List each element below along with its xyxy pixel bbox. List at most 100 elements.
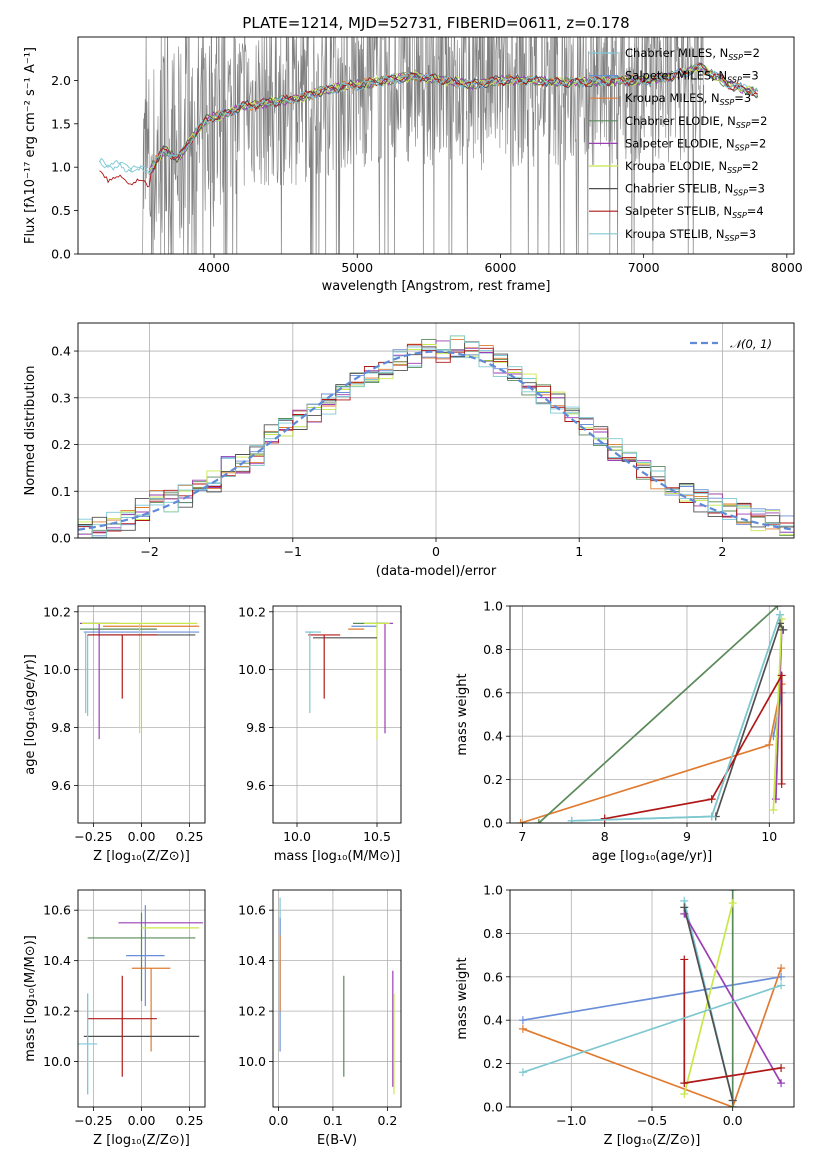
plot-area bbox=[78, 335, 794, 538]
x-tick-label: 0.00 bbox=[128, 829, 156, 844]
y-tick-label: 0.0 bbox=[51, 531, 71, 546]
legend-subscript: SSP bbox=[733, 189, 748, 198]
y-tick-label: 0.1 bbox=[51, 484, 71, 499]
weight-line bbox=[538, 606, 779, 823]
chart-panels: 4000 5000 6000 7000 8000 0.0 0.5 1.0 1.5 2.0 wavel… bbox=[23, 36, 803, 1148]
x-tick-label: 0.2 bbox=[377, 1113, 397, 1128]
weight-marker bbox=[518, 1024, 527, 1033]
y-tick-label: 9.6 bbox=[51, 778, 71, 793]
legend-text: Salpeter STELIB, N bbox=[625, 204, 732, 218]
weight-marker bbox=[600, 814, 609, 823]
plot-area bbox=[99, 37, 759, 254]
weight-marker bbox=[518, 1016, 527, 1025]
y-tick-label: 0.5 bbox=[51, 203, 71, 218]
data-spectrum-line bbox=[142, 37, 705, 254]
panel-weight-vs-Z: −1.0 −0.5 0.0 0.0 0.2 0.4 0.6 0.8 1.0 Z [log₁₀(Z/… bbox=[455, 883, 795, 1148]
y-axis-label: Normed distribution bbox=[23, 366, 38, 496]
legend-text: Salpeter MILES, N bbox=[625, 69, 727, 83]
x-tick-label: 0.1 bbox=[323, 1113, 343, 1128]
normal-curve bbox=[78, 350, 794, 531]
weight-marker bbox=[728, 899, 737, 908]
x-tick-label: −0.25 bbox=[74, 1113, 112, 1128]
weight-marker bbox=[707, 812, 716, 821]
x-tick-label: 6000 bbox=[485, 260, 517, 275]
y-axis-label: Flux [fλ10⁻¹⁷ erg cm⁻² s⁻¹ A⁻¹] bbox=[23, 47, 38, 244]
weight-line bbox=[520, 683, 783, 823]
legend-entry: Salpeter MILES, NSSP=3 bbox=[625, 69, 759, 85]
y-tick-label: 10.4 bbox=[43, 953, 71, 968]
y-tick-label: 0.6 bbox=[483, 969, 503, 984]
x-axis-label: wavelength [Angstrom, rest frame] bbox=[322, 279, 551, 294]
panel-mass-vs-Z: −0.25 0.00 0.25 10.0 10.2 10.4 10.6 Z [log₁₀(Z/… bbox=[23, 889, 206, 1148]
axes-frame bbox=[77, 322, 795, 539]
y-tick-label: 1.0 bbox=[483, 599, 503, 614]
x-tick-label: 8 bbox=[601, 829, 609, 844]
y-tick-label: 1.0 bbox=[51, 160, 71, 175]
legend-entry: Salpeter ELODIE, NSSP=2 bbox=[625, 136, 766, 152]
weight-line bbox=[683, 913, 782, 1084]
y-tick-label: 0.0 bbox=[483, 1100, 503, 1115]
axes-frame bbox=[509, 605, 795, 824]
panel-age-vs-Z: −0.25 0.00 0.25 9.6 9.8 10.0 10.2 Z [log₁₀(Z/Z⊙… bbox=[23, 604, 206, 864]
y-axis-label: age [log₁₀(age/yr)] bbox=[23, 654, 38, 775]
weight-marker bbox=[707, 795, 716, 804]
x-tick-label: −0.25 bbox=[74, 829, 112, 844]
x-tick-label: 10.0 bbox=[283, 829, 311, 844]
weight-marker bbox=[518, 1068, 527, 1077]
y-tick-label: 0.0 bbox=[51, 247, 71, 262]
legend-subscript: SSP bbox=[736, 121, 751, 130]
x-tick-label: 4000 bbox=[198, 260, 230, 275]
weight-marker bbox=[567, 816, 576, 823]
plot-area bbox=[518, 890, 786, 1107]
weight-marker bbox=[779, 625, 788, 634]
x-tick-label: 0.0 bbox=[723, 1113, 743, 1128]
legend-entry: Chabrier ELODIE, NSSP=2 bbox=[625, 114, 767, 130]
y-tick-label: 1.5 bbox=[51, 116, 71, 131]
y-tick-label: 10.2 bbox=[238, 604, 266, 619]
weight-marker bbox=[680, 1089, 689, 1098]
x-axis-label: Z [log₁₀(Z/Z⊙)] bbox=[93, 1133, 190, 1148]
legend-text: =4 bbox=[747, 204, 764, 218]
y-tick-label: 0.8 bbox=[483, 926, 503, 941]
legend-text: =2 bbox=[751, 114, 768, 128]
weight-marker bbox=[680, 1079, 689, 1088]
legend-subscript: SSP bbox=[725, 234, 740, 243]
x-tick-label: 2 bbox=[718, 544, 726, 559]
legend-text: Kroupa MILES, N bbox=[625, 91, 720, 105]
y-axis-label: mass weight bbox=[455, 957, 470, 1039]
y-tick-label: 1.0 bbox=[483, 883, 503, 898]
weight-marker bbox=[765, 740, 774, 749]
x-tick-label: 10 bbox=[761, 829, 777, 844]
y-tick-label: 10.6 bbox=[43, 903, 71, 918]
weight-line bbox=[604, 672, 783, 820]
weight-marker bbox=[777, 964, 786, 973]
x-axis-label: (data-model)/error bbox=[376, 564, 497, 579]
y-tick-label: 10.2 bbox=[43, 1004, 71, 1019]
panel-age-vs-mass: 10.0 10.5 9.6 9.8 10.0 10.2 mass [log₁₀(M/M⊙)] bbox=[238, 604, 402, 864]
y-tick-label: 9.6 bbox=[246, 778, 266, 793]
weight-marker bbox=[773, 606, 782, 610]
y-tick-label: 10.0 bbox=[238, 662, 266, 677]
x-tick-label: 1 bbox=[575, 544, 583, 559]
axes-frame bbox=[77, 36, 795, 255]
plot-area bbox=[305, 622, 393, 740]
weight-marker bbox=[769, 805, 778, 814]
x-axis-label: age [log₁₀(age/yr)] bbox=[592, 849, 713, 864]
legend-text: Chabrier ELODIE, N bbox=[625, 114, 736, 128]
model-spectrum-line bbox=[99, 64, 758, 174]
x-axis-label: mass [log₁₀(M/M⊙)] bbox=[274, 849, 401, 864]
plot-area bbox=[516, 606, 788, 823]
legend-text: Kroupa ELODIE, N bbox=[625, 159, 727, 173]
legend-subscript: SSP bbox=[728, 53, 743, 62]
legend-subscript: SSP bbox=[720, 98, 735, 107]
legend-text: =3 bbox=[734, 91, 751, 105]
weight-marker bbox=[777, 1063, 786, 1072]
x-tick-label: 0.0 bbox=[269, 1113, 289, 1128]
y-tick-label: 0.4 bbox=[483, 729, 503, 744]
legend-entry: Chabrier MILES, NSSP=2 bbox=[625, 46, 760, 62]
plot-area bbox=[78, 905, 204, 1095]
legend-text: =3 bbox=[739, 227, 756, 241]
y-tick-label: 0.2 bbox=[483, 1056, 503, 1071]
x-axis-label: E(B-V) bbox=[317, 1133, 357, 1148]
